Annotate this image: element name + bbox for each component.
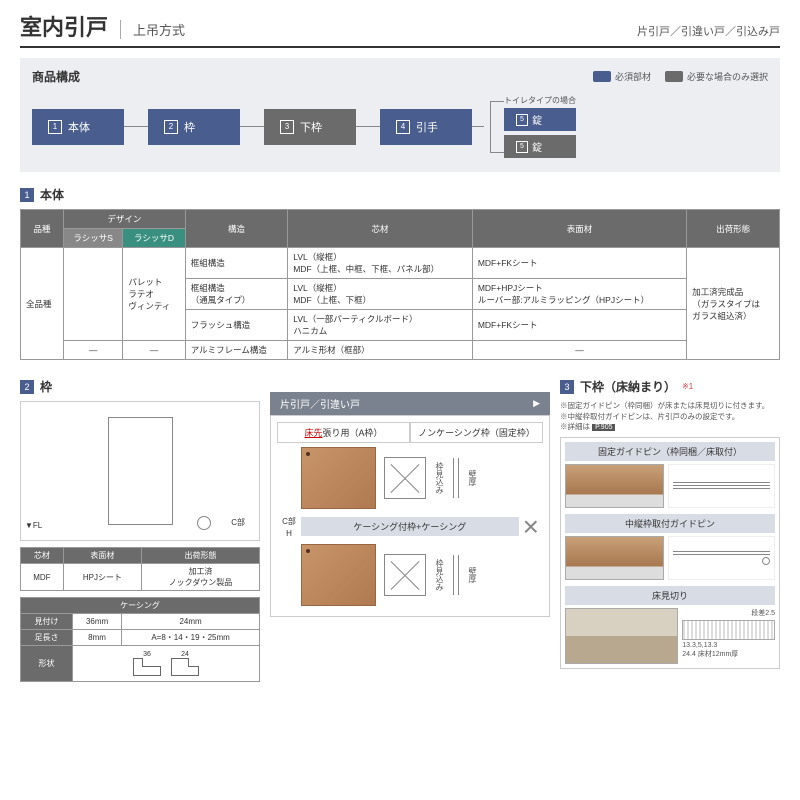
floor-cut-photo <box>565 608 678 664</box>
flow-step-body: 1 本体 <box>32 109 124 145</box>
c-part-circle-icon <box>197 516 211 530</box>
cross-section-icon <box>384 457 426 499</box>
mid-frame-pin-photo <box>565 536 664 580</box>
guide-pin-drawing <box>668 464 775 508</box>
legend-optional-label: 必要な場合のみ選択 <box>687 70 768 83</box>
flow-connector <box>356 126 380 127</box>
frame-material-table: 芯材 表面材 出荷形態 MDF HPJシート 加工済 ノックダウン製品 <box>20 547 260 591</box>
flow-step-handle: 4 引手 <box>380 109 472 145</box>
cross-section-icon <box>384 554 426 596</box>
body-spec-table: 品種 デザイン 構造 芯材 表面材 出荷形態 ラシッサS ラシッサD 全品種 パ… <box>20 209 780 360</box>
casing-plus-label: ケーシング付枠+ケーシング <box>301 517 519 536</box>
bottom-frame-panel: 固定ガイドピン（枠同梱／床取付） 中縦枠取付ガイドピン 床見切り <box>560 437 780 669</box>
door-outline-icon <box>108 417 173 525</box>
flow-lock-optional: 5 錠 <box>504 135 576 158</box>
page-title: 室内引戸 <box>20 10 108 42</box>
swatch-required <box>593 71 611 82</box>
composition-panel: 商品構成 必須部材 必要な場合のみ選択 1 本体 2 枠 <box>20 58 780 172</box>
wood-sample-icon <box>301 447 376 509</box>
flow-lock-required: 5 錠 <box>504 108 576 131</box>
section2-header: 2 枠 <box>20 378 260 395</box>
casing-table: ケーシング 見付け 36mm 24mm 足長さ 8mm A=8・14・19・25… <box>20 597 260 682</box>
non-casing-label: ノンケーシング枠（固定枠） <box>410 422 543 443</box>
flow-connector <box>472 126 484 127</box>
lock-note: トイレタイプの場合 <box>504 95 576 106</box>
flow-connector <box>240 126 264 127</box>
a-frame-label: 床先張り用（A枠） <box>277 422 410 443</box>
flow-step-bottom-frame: 3 下枠 <box>264 109 356 145</box>
floor-dimensions: 段差2.5 13.3,5,13.3 24.4 床材12mm厚 <box>682 608 775 664</box>
page-header: 室内引戸 上吊方式 片引戸／引違い戸／引込み戸 <box>20 10 780 48</box>
wood-sample-icon <box>301 544 376 606</box>
flow-connector <box>124 126 148 127</box>
flow-step-frame: 2 枠 <box>148 109 240 145</box>
casing-shape-36-icon <box>133 658 161 676</box>
wall-thickness-icon <box>453 555 459 595</box>
page-subtitle: 上吊方式 <box>120 20 185 39</box>
flow-row: 1 本体 2 枠 3 下枠 4 引手 トイレタイプの場合 <box>32 95 768 158</box>
composition-title: 商品構成 <box>32 68 80 85</box>
multiply-icon: × <box>523 511 539 543</box>
wall-thickness-icon <box>453 458 459 498</box>
section1-header: 1 本体 <box>20 186 780 203</box>
legend-required-label: 必須部材 <box>615 70 651 83</box>
mid-header: 片引戸／引違い戸 <box>270 392 550 415</box>
frame-options-panel: 床先張り用（A枠） ノンケーシング枠（固定枠） C部 H 枠見込み <box>270 415 550 617</box>
guide-pin-photo <box>565 464 664 508</box>
door-types: 片引戸／引違い戸／引込み戸 <box>637 23 780 39</box>
swatch-optional <box>665 71 683 82</box>
mid-frame-pin-drawing <box>668 536 775 580</box>
section3-notes: ※固定ガイドピン（枠同梱）が床または床見切りに付きます。 ※中縦枠取付ガイドピン… <box>560 401 780 433</box>
frame-diagram: ▼FL C部 <box>20 401 260 541</box>
flow-bracket <box>490 101 504 153</box>
section3-header: 3 下枠（床納まり） ※1 <box>560 378 780 395</box>
casing-shape-24-icon <box>171 658 199 676</box>
legend: 必須部材 必要な場合のみ選択 <box>593 70 768 83</box>
